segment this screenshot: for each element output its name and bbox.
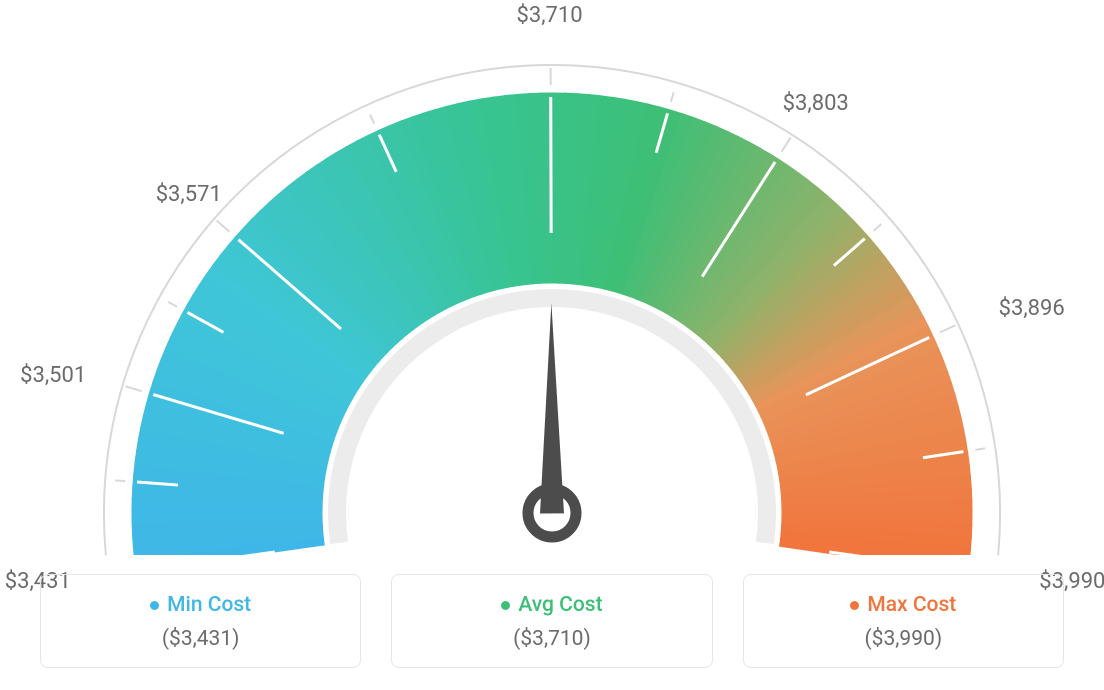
- tick-label: $3,803: [783, 91, 849, 116]
- legend-card-min: Min Cost ($3,431): [40, 574, 361, 668]
- dot-avg: [501, 601, 510, 610]
- dot-min: [150, 601, 159, 610]
- legend-label-max: Max Cost: [867, 593, 956, 617]
- legend-value-avg: ($3,710): [402, 627, 701, 651]
- dot-max: [850, 601, 859, 610]
- gauge-svg: [37, 35, 1067, 555]
- legend-title-max: Max Cost: [850, 593, 956, 617]
- gauge-area: $3,431$3,501$3,571$3,710$3,803$3,896$3,9…: [0, 0, 1104, 560]
- legend-card-avg: Avg Cost ($3,710): [391, 574, 712, 668]
- legend-card-max: Max Cost ($3,990): [743, 574, 1064, 668]
- legend-row: Min Cost ($3,431) Avg Cost ($3,710) Max …: [40, 574, 1064, 668]
- legend-value-min: ($3,431): [51, 627, 350, 651]
- tick-label: $3,501: [20, 363, 86, 388]
- legend-title-avg: Avg Cost: [501, 593, 602, 617]
- tick-label: $3,896: [999, 296, 1065, 321]
- legend-value-max: ($3,990): [754, 627, 1053, 651]
- legend-label-avg: Avg Cost: [518, 593, 602, 617]
- tick-label: $3,710: [517, 3, 583, 28]
- chart-container: $3,431$3,501$3,571$3,710$3,803$3,896$3,9…: [0, 0, 1104, 690]
- tick-label: $3,571: [156, 182, 222, 207]
- legend-title-min: Min Cost: [150, 593, 251, 617]
- legend-label-min: Min Cost: [167, 593, 251, 617]
